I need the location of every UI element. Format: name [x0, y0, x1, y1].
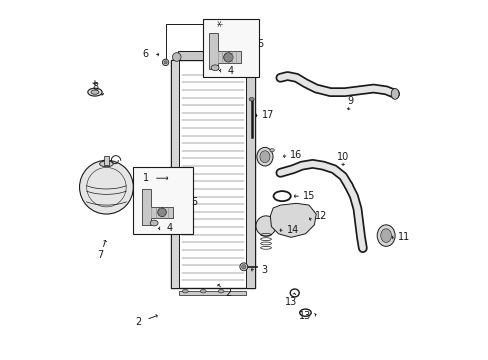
Text: 8: 8	[92, 82, 99, 92]
Text: 9: 9	[346, 96, 353, 106]
Text: 17: 17	[261, 111, 273, 121]
Text: 12: 12	[315, 211, 327, 221]
Ellipse shape	[163, 61, 167, 64]
Circle shape	[255, 216, 276, 236]
Bar	[133, 167, 192, 234]
Text: 15: 15	[302, 191, 315, 201]
Ellipse shape	[200, 289, 206, 293]
Text: 6: 6	[142, 49, 149, 59]
Ellipse shape	[100, 161, 113, 167]
Polygon shape	[270, 203, 316, 237]
Text: 3: 3	[261, 265, 267, 275]
Ellipse shape	[91, 90, 99, 94]
Polygon shape	[208, 33, 241, 69]
Text: 5: 5	[257, 39, 263, 49]
Text: 2: 2	[225, 288, 231, 298]
Ellipse shape	[150, 220, 158, 226]
Text: 14: 14	[286, 225, 299, 235]
Text: 11: 11	[397, 232, 409, 242]
Ellipse shape	[249, 98, 254, 101]
Ellipse shape	[211, 65, 219, 71]
Text: 2: 2	[135, 317, 142, 327]
Bar	[203, 19, 258, 77]
Text: 7: 7	[97, 250, 103, 260]
Circle shape	[80, 160, 133, 214]
Ellipse shape	[218, 289, 224, 293]
Ellipse shape	[256, 147, 272, 166]
Ellipse shape	[88, 88, 102, 96]
Circle shape	[223, 53, 233, 62]
Circle shape	[172, 53, 181, 61]
Polygon shape	[142, 189, 172, 225]
Bar	[171, 60, 179, 288]
Text: 13: 13	[299, 311, 311, 321]
Circle shape	[158, 208, 166, 217]
Ellipse shape	[182, 289, 188, 293]
Ellipse shape	[380, 229, 391, 242]
Ellipse shape	[390, 89, 398, 99]
Text: 16: 16	[290, 150, 302, 160]
Bar	[179, 291, 246, 296]
Text: 5: 5	[191, 197, 197, 207]
Bar	[246, 60, 255, 288]
Ellipse shape	[376, 225, 394, 246]
Text: 4: 4	[166, 224, 172, 233]
Ellipse shape	[217, 22, 221, 26]
Text: 1: 1	[142, 173, 149, 183]
Ellipse shape	[269, 149, 274, 152]
Ellipse shape	[239, 263, 247, 271]
Ellipse shape	[241, 265, 245, 269]
Text: 4: 4	[226, 66, 233, 76]
Bar	[103, 156, 109, 165]
Ellipse shape	[260, 151, 269, 163]
Bar	[178, 51, 246, 60]
Text: 10: 10	[336, 152, 348, 162]
Ellipse shape	[162, 59, 168, 66]
Bar	[171, 60, 255, 288]
Ellipse shape	[215, 21, 223, 28]
Text: 13: 13	[285, 297, 297, 307]
